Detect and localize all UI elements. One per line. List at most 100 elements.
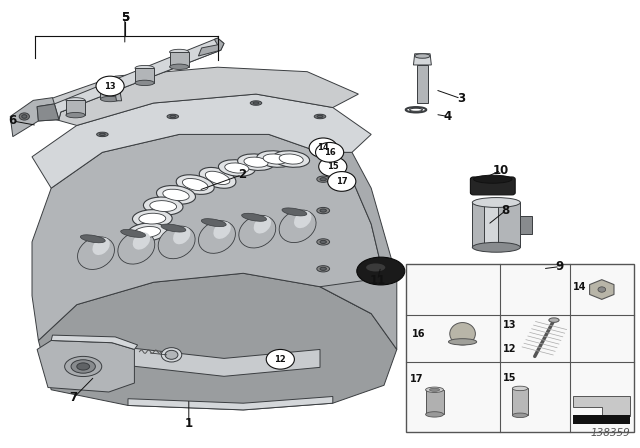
Ellipse shape xyxy=(239,215,276,248)
Ellipse shape xyxy=(121,229,145,237)
Polygon shape xyxy=(37,340,134,392)
Ellipse shape xyxy=(472,242,520,252)
Circle shape xyxy=(266,349,294,369)
Polygon shape xyxy=(45,67,358,125)
Circle shape xyxy=(319,157,347,177)
Polygon shape xyxy=(51,335,138,349)
Ellipse shape xyxy=(279,154,303,164)
Ellipse shape xyxy=(92,238,110,255)
Ellipse shape xyxy=(170,49,189,55)
Ellipse shape xyxy=(263,154,287,164)
Ellipse shape xyxy=(22,115,27,118)
Circle shape xyxy=(309,138,337,158)
Ellipse shape xyxy=(450,323,476,345)
Text: 2: 2 xyxy=(238,168,246,181)
Ellipse shape xyxy=(66,98,85,103)
Ellipse shape xyxy=(429,388,440,392)
Polygon shape xyxy=(417,65,428,103)
Ellipse shape xyxy=(449,339,477,345)
Ellipse shape xyxy=(225,163,249,173)
Ellipse shape xyxy=(143,197,183,215)
Polygon shape xyxy=(37,104,59,121)
Ellipse shape xyxy=(426,412,444,417)
Ellipse shape xyxy=(273,151,310,167)
Ellipse shape xyxy=(250,101,262,105)
Ellipse shape xyxy=(320,178,326,181)
Polygon shape xyxy=(413,54,431,65)
Ellipse shape xyxy=(415,54,430,58)
Text: 16: 16 xyxy=(324,148,335,157)
Polygon shape xyxy=(320,152,397,349)
Text: 16: 16 xyxy=(412,329,425,339)
Text: 1: 1 xyxy=(185,417,193,430)
Text: 14: 14 xyxy=(573,282,587,292)
Ellipse shape xyxy=(366,263,385,271)
Ellipse shape xyxy=(320,267,326,270)
Ellipse shape xyxy=(134,227,161,237)
Polygon shape xyxy=(10,98,54,137)
Ellipse shape xyxy=(426,387,444,392)
Ellipse shape xyxy=(513,413,528,418)
Polygon shape xyxy=(100,84,120,99)
Polygon shape xyxy=(54,38,224,120)
FancyBboxPatch shape xyxy=(470,177,515,195)
Ellipse shape xyxy=(317,115,323,117)
Text: 15: 15 xyxy=(327,162,339,171)
Polygon shape xyxy=(520,216,532,234)
Ellipse shape xyxy=(294,211,312,228)
Text: 5: 5 xyxy=(121,11,129,25)
Ellipse shape xyxy=(242,213,266,221)
Ellipse shape xyxy=(173,227,191,244)
Ellipse shape xyxy=(71,360,95,373)
Text: 4: 4 xyxy=(444,110,452,123)
Ellipse shape xyxy=(127,223,167,241)
Circle shape xyxy=(328,172,356,191)
Ellipse shape xyxy=(100,134,105,135)
Text: 15: 15 xyxy=(504,373,517,383)
Ellipse shape xyxy=(279,210,316,242)
Ellipse shape xyxy=(253,102,259,104)
Ellipse shape xyxy=(158,226,195,258)
Polygon shape xyxy=(38,273,397,410)
Text: 17: 17 xyxy=(410,374,424,384)
Ellipse shape xyxy=(135,65,154,71)
Ellipse shape xyxy=(176,175,214,194)
Ellipse shape xyxy=(198,221,236,253)
Text: 8: 8 xyxy=(502,204,509,217)
Ellipse shape xyxy=(165,350,178,359)
Polygon shape xyxy=(64,340,320,376)
Ellipse shape xyxy=(19,113,29,120)
Ellipse shape xyxy=(317,176,330,182)
Ellipse shape xyxy=(135,80,154,86)
Ellipse shape xyxy=(170,115,175,117)
Ellipse shape xyxy=(157,185,195,204)
Text: 6: 6 xyxy=(9,114,17,128)
Ellipse shape xyxy=(97,132,108,137)
Polygon shape xyxy=(32,94,371,188)
Text: 13: 13 xyxy=(104,82,116,90)
Ellipse shape xyxy=(199,168,236,188)
Ellipse shape xyxy=(170,64,189,69)
Polygon shape xyxy=(128,396,333,410)
Ellipse shape xyxy=(100,82,120,87)
Polygon shape xyxy=(135,68,154,83)
Ellipse shape xyxy=(357,257,404,285)
FancyBboxPatch shape xyxy=(426,390,444,414)
Polygon shape xyxy=(32,134,384,340)
Ellipse shape xyxy=(253,216,271,233)
Polygon shape xyxy=(589,280,614,299)
Ellipse shape xyxy=(317,266,330,272)
Text: 11: 11 xyxy=(369,273,386,287)
Circle shape xyxy=(96,76,124,96)
Ellipse shape xyxy=(167,114,179,119)
Polygon shape xyxy=(115,89,122,101)
Text: 3: 3 xyxy=(457,92,465,105)
Ellipse shape xyxy=(598,287,605,292)
Ellipse shape xyxy=(282,208,307,216)
Ellipse shape xyxy=(257,151,294,167)
Text: 17: 17 xyxy=(336,177,348,186)
FancyBboxPatch shape xyxy=(573,415,630,424)
Ellipse shape xyxy=(317,239,330,245)
Ellipse shape xyxy=(213,222,231,239)
Ellipse shape xyxy=(182,178,208,191)
